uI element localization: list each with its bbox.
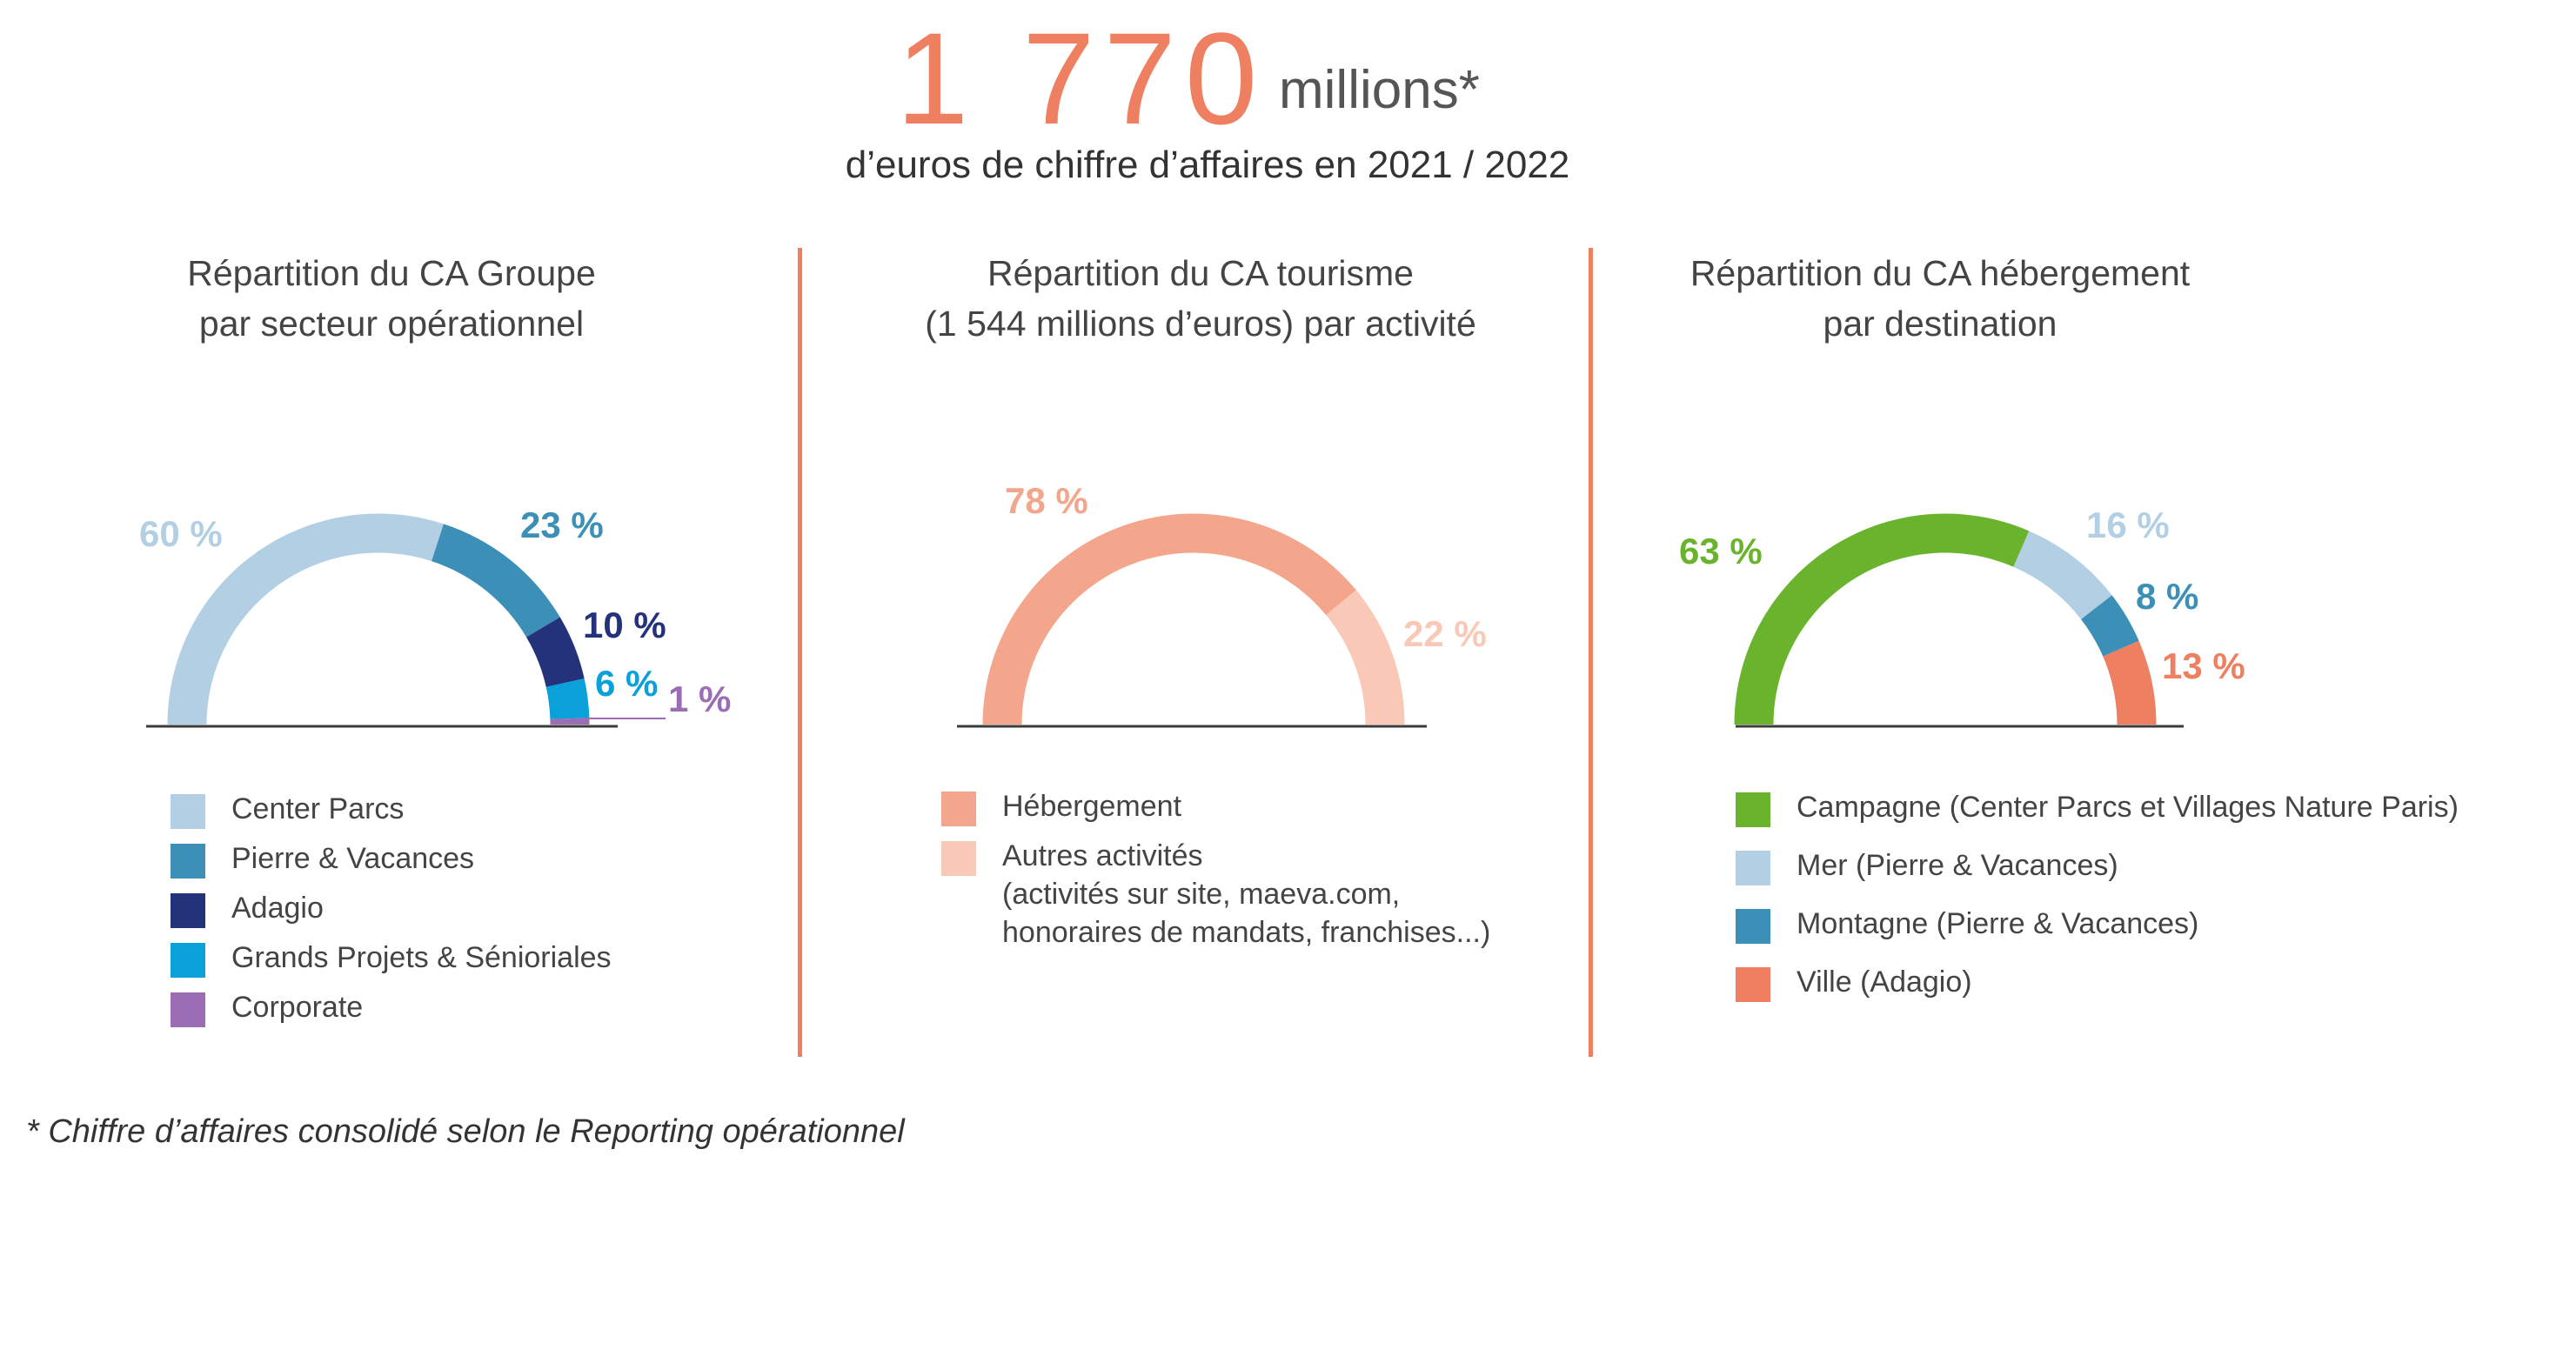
legend-label-line-2: (activités sur site, maeva.com, [1002,878,1401,911]
chart-2-data-label-autres-activites: 22 % [1403,613,1487,654]
chart-3-slice-mer-pierre-vacances [2013,531,2112,619]
legend-label: Mer (Pierre & Vacances) [1797,849,2118,882]
chart-1-title-line-1: Répartition du CA Groupe [187,253,596,293]
chart-1-slice-pierre-vacances [432,524,560,638]
chart-3-data-label-mer-pierre-vacances: 16 % [2086,504,2170,545]
legend-label: Ville (Adagio) [1797,965,1972,999]
legend-swatch [171,943,205,978]
revenue-total-number: 1 770 [896,5,1267,151]
legend-label: Montagne (Pierre & Vacances) [1797,907,2199,940]
legend-label: Center Parcs [231,792,405,825]
chart-2-title-line-2: (1 544 millions d’euros) par activité [925,304,1476,344]
chart-3-data-label-ville-adagio: 13 % [2162,645,2245,686]
chart-2-slice-autres-activites [1326,590,1405,725]
legend-label: Grands Projets & Sénioriales [231,941,612,974]
chart-3-title: Répartition du CA hébergement par destin… [1549,248,2332,349]
chart-2-title: Répartition du CA tourisme (1 544 millio… [809,248,1592,349]
chart-1-slice-corporate [550,718,590,725]
chart-1-slice-center-parcs [167,513,444,725]
chart-2-title-line-1: Répartition du CA tourisme [987,253,1414,293]
legend-label: Hébergement [1002,790,1182,823]
chart-3-title-line-2: par destination [1823,304,2057,344]
legend-swatch [941,841,976,876]
chart-1-data-label-adagio: 10 % [583,605,666,645]
chart-2-slice-hebergement [982,513,1356,725]
chart-1-data-label-center-parcs: 60 % [139,513,223,554]
chart-1-data-label-grands-projets-senioriales: 6 % [595,663,658,704]
chart-3-slice-montagne-pierre-vacances [2081,595,2139,657]
chart-3-title-line-1: Répartition du CA hébergement [1689,253,2191,293]
legend-swatch [941,792,976,826]
legend-label: Autres activités (activités sur site, ma… [1002,837,1490,952]
revenue-total-unit: millions* [1279,60,1480,120]
chart-1-title: Répartition du CA Groupe par secteur opé… [0,248,783,349]
legend-label: Corporate [231,991,364,1024]
footnote: * Chiffre d’affaires consolidé selon le … [26,1113,905,1150]
legend-swatch [1736,792,1770,827]
divider-right [1589,248,1593,1057]
chart-1-slice-grands-projets-senioriales [545,678,590,719]
chart-1-data-label-pierre-vacances: 23 % [520,504,604,545]
divider-left [798,248,802,1057]
chart-3-data-label-montagne-pierre-vacances: 8 % [2136,576,2198,617]
chart-3-slice-ville-adagio [2103,640,2157,725]
legend-label-line-1: Autres activités [1002,839,1203,872]
chart-1-data-label-corporate: 1 % [668,678,731,719]
chart-3-data-label-campagne-center-parcs-et-villages-nature-paris: 63 % [1679,531,1763,571]
legend-label: Adagio [231,892,324,925]
legend-swatch [1736,909,1770,944]
legend-swatch [171,893,205,928]
legend-swatch [171,992,205,1027]
legend-label: Campagne (Center Parcs et Villages Natur… [1797,791,2459,824]
legend-swatch [171,794,205,829]
revenue-subtitle: d’euros de chiffre d’affaires en 2021 / … [845,144,1570,186]
chart-3-slice-campagne-center-parcs-et-villages-nature-paris [1734,513,2030,725]
chart-1-title-line-2: par secteur opérationnel [198,304,585,344]
chart-1-slice-adagio [525,617,585,687]
legend-swatch [171,844,205,879]
legend-swatch [1736,967,1770,1002]
legend-swatch [1736,851,1770,885]
chart-2-data-label-hebergement: 78 % [1005,480,1088,521]
legend-label: Pierre & Vacances [231,842,475,875]
legend-label-line-3: honoraires de mandats, franchises...) [1002,916,1491,949]
